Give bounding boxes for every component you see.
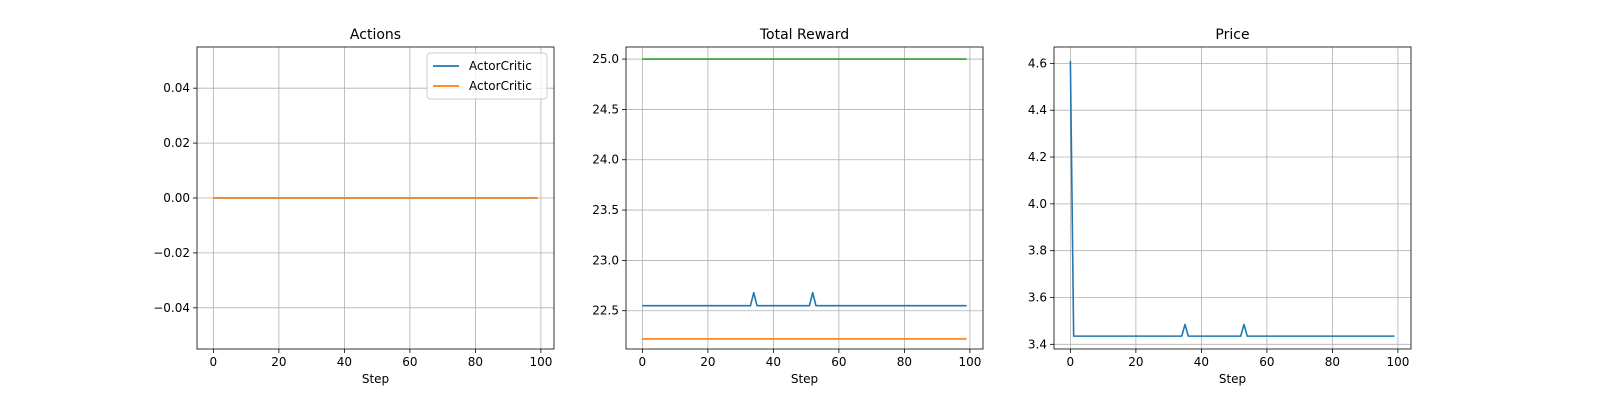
y-tick-label: 22.5	[592, 304, 619, 318]
chart-panel-2: 0 20 40 60 80 100 22.5 23.0 23.5 24.0 24.5 25.0 Tota…	[592, 27, 984, 386]
x-tick-label: 40	[1194, 355, 1209, 369]
x-tick-label: 40	[766, 355, 781, 369]
y-tick-label: 24.0	[592, 153, 619, 167]
x-tick-label: 100	[958, 355, 981, 369]
x-tick-label: 100	[1386, 355, 1409, 369]
y-tick-label: −0.02	[153, 246, 190, 260]
chart-title: Total Reward	[759, 27, 849, 43]
x-tick-label: 60	[402, 355, 417, 369]
x-tick-label: 100	[529, 355, 552, 369]
x-axis-label: Step	[362, 372, 389, 386]
series-line-2	[642, 291, 967, 307]
y-tick-label: 3.6	[1028, 290, 1047, 304]
x-tick-label: 80	[897, 355, 912, 369]
x-tick-label: 80	[1325, 355, 1340, 369]
y-tick-label: −0.04	[153, 301, 190, 315]
y-tick-label: 4.2	[1028, 150, 1047, 164]
chart-title: Actions	[350, 27, 401, 43]
chart-panel-1: 0 20 40 60 80 100 −0.04 −0.02 0.00 0.02 0.04 Action…	[153, 27, 555, 386]
y-tick-label: 0.02	[163, 136, 190, 150]
x-tick-label: 60	[831, 355, 846, 369]
x-tick-label: 0	[210, 355, 218, 369]
x-tick-label: 20	[700, 355, 715, 369]
y-tick-label: 23.0	[592, 253, 619, 267]
chart-title: Price	[1215, 27, 1249, 43]
x-tick-label: 0	[1067, 355, 1075, 369]
x-tick-label: 80	[468, 355, 483, 369]
x-axis-label: Step	[1219, 372, 1246, 386]
legend-label: ActorCritic	[469, 79, 532, 93]
x-tick-label: 40	[337, 355, 352, 369]
y-tick-label: 25.0	[592, 52, 619, 66]
y-tick-label: 24.5	[592, 102, 619, 116]
y-tick-label: 3.4	[1028, 337, 1047, 351]
x-tick-label: 0	[639, 355, 647, 369]
x-tick-label: 20	[271, 355, 286, 369]
y-tick-label: 0.00	[163, 191, 190, 205]
y-tick-label: 4.0	[1028, 197, 1047, 211]
chart-panel-3: 0 20 40 60 80 100 3.4 3.6 3.8 4.0 4.2 4.4 4.6 Price St…	[1028, 27, 1412, 386]
series-line-1	[1069, 61, 1395, 337]
y-tick-label: 3.8	[1028, 244, 1047, 258]
legend-label: ActorCritic	[469, 59, 532, 73]
legend: ActorCritic ActorCritic	[426, 52, 548, 100]
legend-box	[426, 52, 548, 100]
x-axis-label: Step	[791, 372, 818, 386]
x-tick-label: 60	[1259, 355, 1274, 369]
y-tick-label: 23.5	[592, 203, 619, 217]
y-tick-label: 4.4	[1028, 103, 1047, 117]
x-tick-label: 20	[1128, 355, 1143, 369]
y-tick-label: 0.04	[163, 81, 190, 95]
plot-frame	[1053, 46, 1412, 350]
plot-frame	[625, 46, 984, 350]
y-tick-label: 4.6	[1028, 56, 1047, 70]
